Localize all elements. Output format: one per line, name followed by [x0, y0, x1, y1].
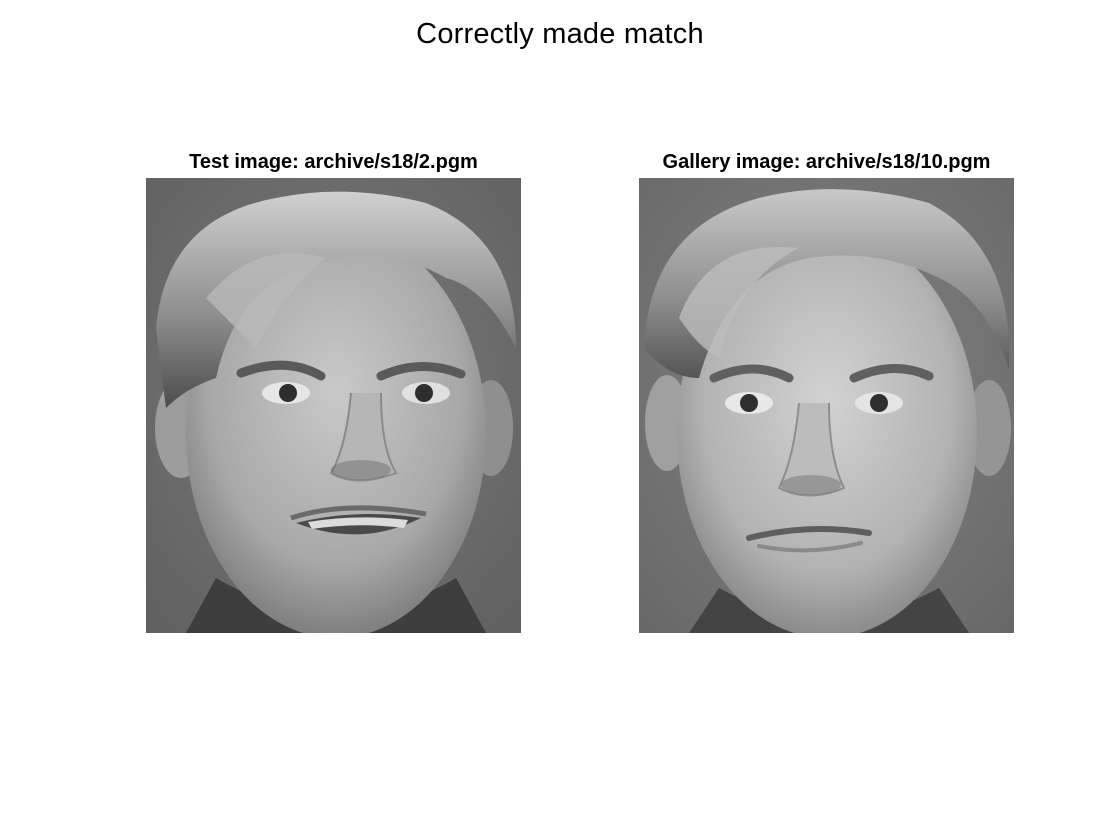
test-image-title: Test image: archive/s18/2.pgm: [189, 151, 478, 173]
gallery-image-title: Gallery image: archive/s18/10.pgm: [662, 151, 991, 173]
gallery-face-image: [639, 178, 1014, 633]
test-image-panel: Test image: archive/s18/2.pgm: [146, 150, 521, 633]
face-photo-icon: [639, 178, 1014, 633]
test-face-image: [146, 178, 521, 633]
gallery-image-panel: Gallery image: archive/s18/10.pgm: [639, 150, 1014, 633]
figure-title: Correctly made match: [416, 18, 704, 50]
face-photo-icon: [146, 178, 521, 633]
